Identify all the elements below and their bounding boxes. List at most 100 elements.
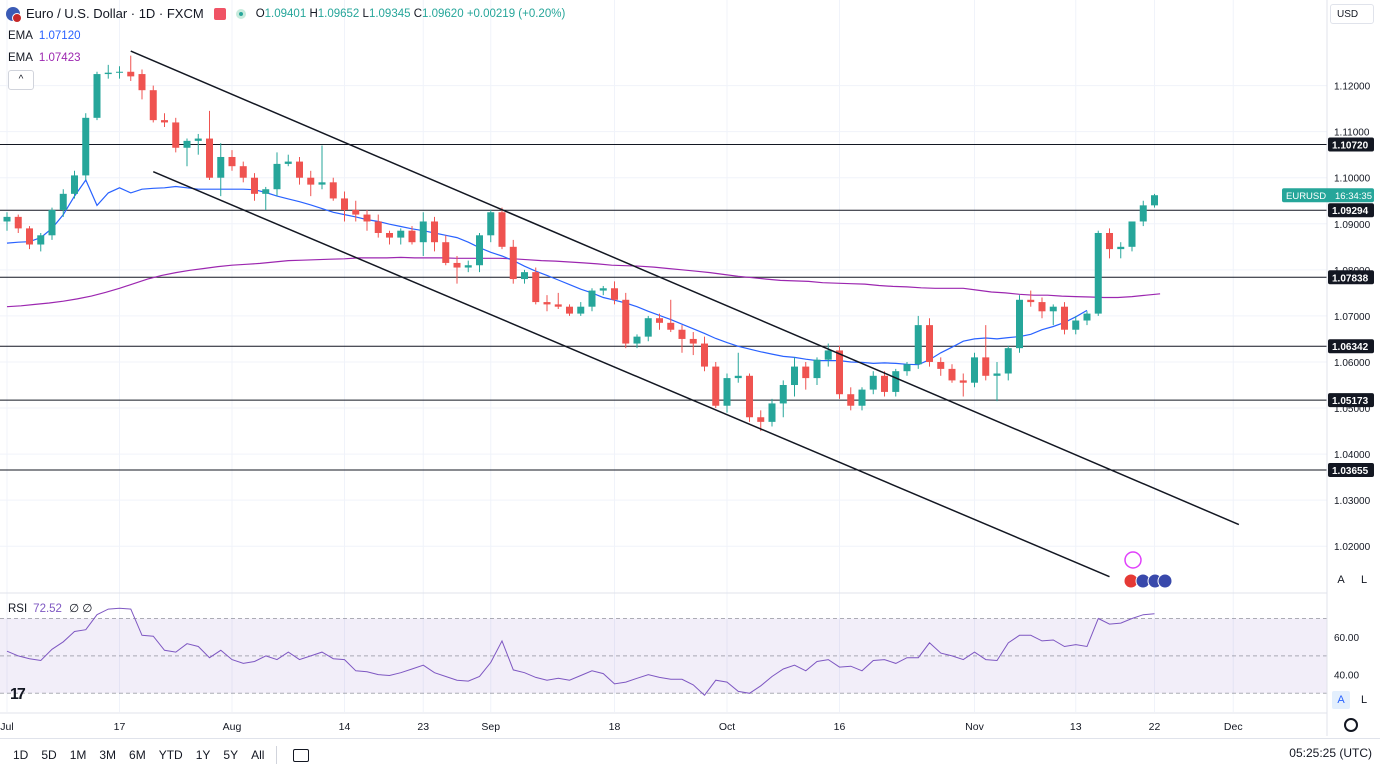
x-tick-label: 23 [417,721,429,733]
candle-body [768,403,776,422]
candle-body [149,90,157,121]
candle-body [397,230,405,238]
divider [276,746,278,764]
candle-body [824,350,832,360]
candle-body [408,230,416,243]
candle-body [644,318,652,337]
timeframe-all[interactable]: All [251,748,265,762]
ohlc-values: O1.09401 H1.09652 L1.09345 C1.09620 +0.0… [255,7,566,20]
candle-body [476,235,483,266]
rsi-log-scale-button[interactable]: L [1360,694,1368,706]
candle-body [487,212,495,236]
x-tick-label: 17 [114,721,126,733]
market-status-icon [235,8,246,19]
timeframe-bar: 1D 5D 1M 3M 6M YTD 1Y 5Y All [0,738,1380,771]
candle-body [183,140,191,148]
utc-clock[interactable]: 05:25:25 (UTC) [1289,746,1372,760]
rsi-tick-label: 40.00 [1334,671,1359,682]
candle-body [1016,299,1023,349]
candle-body [599,288,607,291]
candle-body [914,325,922,365]
candle-body [442,242,450,263]
level-label: 1.03655 [1332,466,1369,477]
ema-fast-line [6,178,1088,366]
candle-body [802,366,810,379]
y-tick-label: 1.10000 [1334,174,1371,185]
candle-body [993,373,1001,376]
candle-body [82,117,90,176]
candle-body [93,74,101,118]
calendar-range-icon[interactable] [293,748,310,762]
ema-fast-legend[interactable]: EMA 1.07120 [8,30,81,42]
candle-body [701,343,708,367]
rsi-legend[interactable]: RSI 72.52 ∅ ∅ [8,603,93,615]
trendline [130,50,1240,526]
auto-scale-button[interactable]: A [1337,574,1345,586]
y-tick-label: 1.05000 [1334,404,1371,415]
candle-body [1004,348,1012,374]
candle-body [903,364,911,372]
candle-body [1117,246,1125,250]
candle-body [937,361,945,369]
ema-slow-legend[interactable]: EMA 1.07423 [8,52,81,64]
currency-select[interactable]: USD [1330,4,1374,24]
earnings-event-icon [1124,551,1142,569]
candle-body [386,232,393,238]
candle-body [296,161,303,178]
timeframe-ytd[interactable]: YTD [158,748,183,762]
y-tick-label: 1.07000 [1334,312,1371,323]
candle-body [881,375,888,392]
candle-body [521,272,528,280]
rsi-auto-scale-button[interactable]: A [1332,691,1350,709]
ema-slow-value: 1.07423 [38,52,81,64]
symbol-title[interactable]: Euro / U.S. Dollar · 1D · FXCM [26,6,204,21]
y-tick-label: 1.11000 [1334,128,1370,139]
timeframe-1y[interactable]: 1Y [195,748,211,762]
timeframe-6m[interactable]: 6M [129,748,146,762]
timeframe-5y[interactable]: 5Y [223,748,239,762]
candle-body [656,318,663,323]
candle-body [59,193,67,210]
log-scale-button[interactable]: L [1360,574,1368,586]
candle-body [959,380,967,383]
candle-body [532,272,540,303]
candle-body [228,156,236,167]
level-label-box [1328,462,1374,477]
candle-body [948,368,956,381]
level-label: 1.07838 [1332,273,1369,284]
candle-body [543,302,551,305]
candle-body [116,71,123,73]
timeframe-1m[interactable]: 1M [69,748,87,762]
ema-fast-value: 1.07120 [38,30,81,42]
candle-body [757,417,765,422]
candle-body [194,138,202,141]
candle-body [678,329,686,339]
timeframe-1d[interactable]: 1D [13,748,29,762]
x-tick-label: 14 [339,721,351,733]
candle-body [374,221,382,233]
candle-body [892,371,900,392]
timeframe-5d[interactable]: 5D [41,748,57,762]
candle-body [161,120,168,123]
alert-flag-icon[interactable] [213,7,226,20]
candle-body [554,304,562,307]
x-tick-label: Jul [0,721,13,733]
candle-body [251,177,258,194]
candle-body [1061,306,1068,330]
candle-body [239,166,247,178]
level-label: 1.10720 [1332,141,1369,152]
candle-body [26,228,33,245]
settings-gear-icon[interactable] [1344,718,1358,732]
level-label: 1.05173 [1332,396,1369,407]
timeframe-3m[interactable]: 3M [99,748,117,762]
candle-body [1072,320,1080,330]
y-tick-label: 1.09000 [1334,220,1371,231]
candle-body [1094,232,1102,314]
x-tick-label: 16 [834,721,846,733]
candle-body [926,325,933,362]
collapse-legend-button[interactable]: ^ [8,70,34,90]
level-label-box [1328,137,1374,152]
tradingview-logo[interactable]: 17 [10,686,26,703]
candle-body [836,350,843,395]
